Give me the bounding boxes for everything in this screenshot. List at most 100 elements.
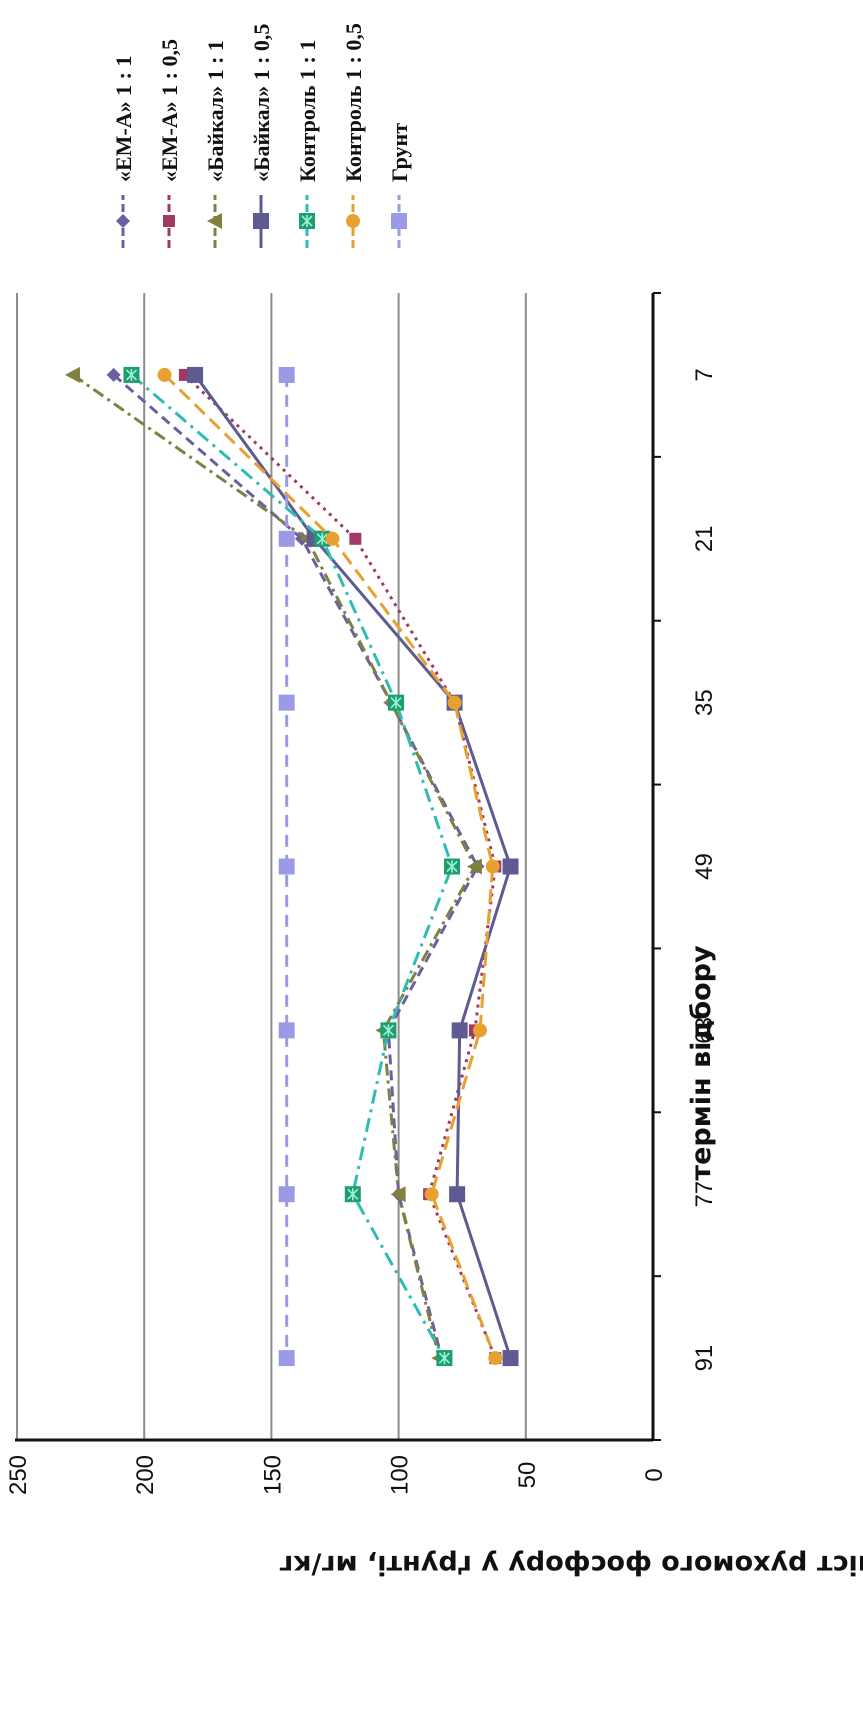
data-point [278, 530, 295, 547]
data-point-part [349, 532, 362, 545]
x-tick-label: 63 [691, 1017, 718, 1044]
x-axis-label: термін відбору [686, 945, 717, 1181]
data-point [64, 366, 80, 383]
legend-label: «ЕМ-А» 1 : 0,5 [157, 39, 182, 182]
data-point-part [390, 1186, 406, 1203]
data-point [344, 1186, 361, 1203]
legend-label: «ЕМ-А» 1 : 1 [111, 56, 136, 182]
x-tick-label: 49 [691, 853, 718, 880]
data-point-part [485, 859, 500, 874]
data-point [388, 694, 405, 711]
data-point-part [347, 1188, 359, 1201]
series-line [112, 373, 480, 1359]
data-point [157, 367, 172, 382]
legend-marker [253, 213, 269, 229]
y-tick-label: 150 [259, 1455, 286, 1495]
legend-label: Грунт [387, 123, 412, 182]
data-point [278, 1022, 295, 1039]
data-point-part [125, 368, 138, 381]
legend-marker-part [207, 213, 222, 229]
data-point [447, 695, 462, 710]
legend-marker-part [253, 213, 269, 229]
legend-marker [163, 215, 175, 227]
data-point [390, 1186, 406, 1203]
data-point-part [502, 1350, 519, 1367]
legend-marker [346, 214, 360, 228]
data-point [106, 367, 121, 382]
x-tick-label: 7 [691, 368, 718, 381]
data-point-part [446, 860, 458, 873]
legend-marker [391, 213, 407, 229]
data-point [451, 1022, 468, 1039]
data-point-part [502, 858, 519, 875]
data-point-part [278, 858, 295, 875]
x-tick-label: 91 [691, 1345, 718, 1372]
data-point [278, 1350, 295, 1367]
data-point [278, 1186, 295, 1203]
y-tick-label: 250 [5, 1455, 32, 1495]
y-tick-label: 200 [132, 1455, 159, 1495]
data-point [325, 531, 340, 546]
data-point [502, 858, 519, 875]
y-tick-label: 50 [514, 1462, 541, 1489]
x-tick-label: 77 [691, 1181, 718, 1208]
data-point [488, 1351, 503, 1366]
data-point [380, 1022, 397, 1039]
series-line [193, 374, 513, 1359]
data-point-part [424, 1187, 439, 1202]
data-point-part [106, 367, 121, 382]
legend-marker-part [116, 214, 130, 228]
legend-marker [207, 213, 222, 229]
legend-label: Контроль 1 : 0,5 [341, 23, 366, 182]
legend-marker-part [346, 214, 360, 228]
data-point-part [390, 696, 402, 709]
legend-marker [116, 214, 130, 228]
data-point-part [466, 858, 482, 875]
data-point [278, 694, 295, 711]
data-point [485, 859, 500, 874]
legend-label: «Байкал» 1 : 1 [203, 40, 228, 182]
data-point [444, 858, 461, 875]
legend-label: «Байкал» 1 : 0,5 [249, 24, 274, 182]
y-tick-label: 100 [387, 1455, 414, 1495]
data-point [436, 1350, 453, 1367]
legend: «ЕМ-А» 1 : 1 «ЕМ-А» 1 : 0,5 «Байкал» 1 : 1… [111, 23, 412, 248]
data-point [502, 1350, 519, 1367]
x-tick-label: 35 [691, 689, 718, 716]
data-point [123, 366, 140, 383]
data-point-part [278, 694, 295, 711]
x-tick-label: 21 [691, 525, 718, 552]
data-point [424, 1187, 439, 1202]
data-point-part [187, 366, 204, 383]
series-line [72, 373, 477, 1359]
data-point-part [278, 1186, 295, 1203]
legend-label: Контроль 1 : 1 [295, 40, 320, 182]
data-point-part [473, 1023, 488, 1038]
data-point [473, 1023, 488, 1038]
data-point-part [64, 366, 80, 383]
legend-marker-part [301, 215, 313, 227]
data-point [187, 366, 204, 383]
data-point-part [278, 1022, 295, 1039]
data-point [278, 858, 295, 875]
legend-marker-part [391, 213, 407, 229]
data-point-part [278, 366, 295, 383]
data-point [466, 858, 482, 875]
data-point-part [447, 695, 462, 710]
data-point-part [438, 1352, 450, 1365]
data-point-part [325, 531, 340, 546]
data-point-part [382, 1024, 394, 1037]
data-point-part [278, 1350, 295, 1367]
data-point-part [488, 1351, 503, 1366]
y-axis-label: вміст рухомого фосфору у ґрунті, мг/кг [279, 1549, 863, 1580]
legend-marker-part [163, 215, 175, 227]
data-point [349, 532, 362, 545]
legend-marker [299, 213, 315, 229]
plot-area: 0 50 100 150 200 250 7 21 35 49 63 77 91 [5, 292, 718, 1495]
data-point [278, 366, 295, 383]
data-point-part [278, 530, 295, 547]
data-point-part [157, 367, 172, 382]
y-tick-label: 0 [641, 1468, 668, 1481]
data-point-part [451, 1022, 468, 1039]
